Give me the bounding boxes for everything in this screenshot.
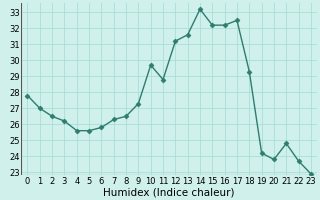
X-axis label: Humidex (Indice chaleur): Humidex (Indice chaleur) [103,187,235,197]
